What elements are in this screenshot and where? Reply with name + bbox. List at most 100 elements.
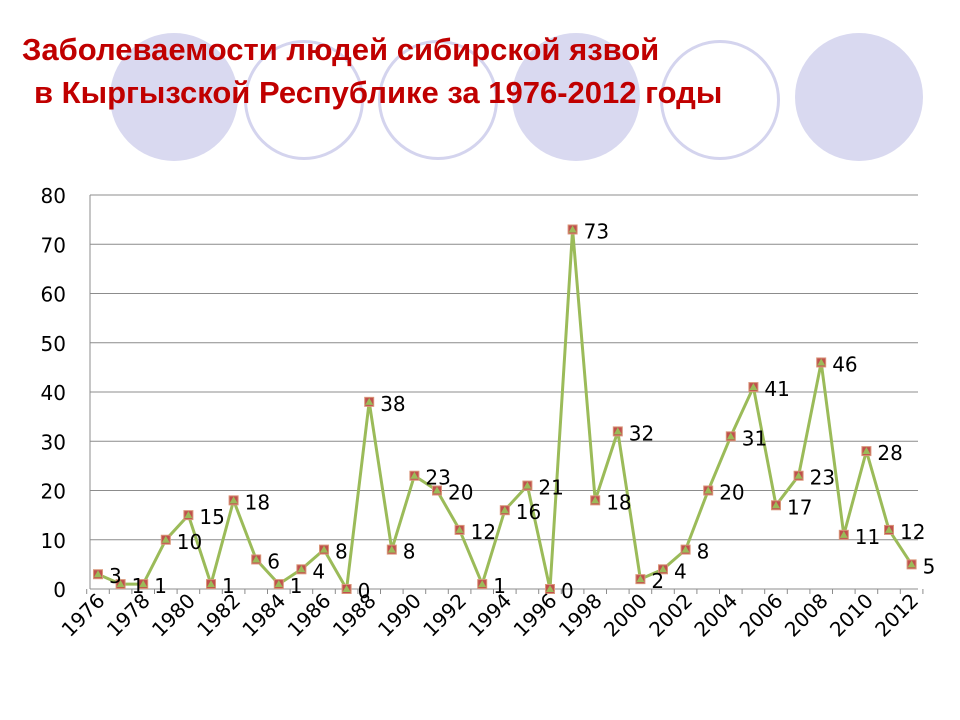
data-label-1996: 0	[561, 579, 574, 603]
data-label-1985: 4	[312, 559, 325, 583]
x-tick-label-1988: 1988	[328, 589, 381, 642]
title-line-1: Заболеваемости людей сибирской язвой	[22, 32, 660, 67]
data-label-2012: 5	[923, 554, 936, 578]
data-label-2004: 31	[742, 426, 767, 450]
data-label-2003: 20	[719, 481, 744, 505]
marker-triangle-1982	[229, 496, 238, 504]
marker-triangle-1981	[207, 580, 215, 588]
data-label-2008: 46	[832, 352, 857, 376]
marker-triangle-1991	[433, 486, 441, 494]
data-label-1980: 15	[199, 505, 224, 529]
y-tick-label-10: 10	[41, 529, 66, 553]
x-tick-label-1994: 1994	[463, 589, 516, 642]
x-tick-label-2006: 2006	[735, 589, 788, 642]
data-label-2000: 2	[651, 569, 664, 593]
data-label-1999: 32	[629, 421, 654, 445]
data-label-2001: 4	[674, 559, 687, 583]
data-label-2005: 41	[764, 377, 789, 401]
data-label-2009: 11	[855, 525, 880, 549]
grid-layer	[90, 194, 918, 541]
data-label-1991: 20	[448, 481, 473, 505]
y-tick-label-0: 0	[53, 578, 66, 602]
marker-triangle-1995	[523, 481, 532, 489]
marker-triangle-1992	[455, 525, 464, 533]
marker-triangle-1976	[94, 570, 102, 578]
marker-triangle-2004	[726, 432, 735, 440]
x-tick-label-2000: 2000	[599, 589, 652, 642]
x-tick-label-1982: 1982	[192, 589, 245, 642]
decor-circle-1	[110, 33, 238, 161]
marker-triangle-2011	[885, 525, 893, 533]
marker-triangle-2003	[704, 486, 713, 494]
y-tick-label-80: 80	[41, 184, 66, 208]
data-label-1997: 73	[584, 219, 609, 243]
data-label-1989: 8	[403, 540, 416, 564]
decor-circle-3	[378, 40, 498, 160]
data-label-1990: 23	[425, 466, 450, 490]
data-label-1984: 1	[290, 574, 303, 598]
marker-triangle-1977	[116, 580, 125, 588]
marker-triangle-1990	[410, 471, 419, 479]
marker-triangle-1997	[568, 225, 577, 233]
marker-triangle-2010	[862, 447, 871, 455]
marker-triangle-1979	[161, 535, 170, 543]
data-label-1994: 16	[516, 500, 541, 524]
data-label-1976: 3	[109, 564, 122, 588]
x-tick-label-2012: 2012	[870, 589, 923, 642]
title-line-2: в Кыргызской Республике за 1976-2012 год…	[34, 75, 723, 110]
y-tick-label-20: 20	[41, 480, 66, 504]
data-label-1998: 18	[606, 490, 631, 514]
marker-triangle-1989	[387, 545, 396, 553]
series-line-layer	[97, 228, 913, 591]
marker-triangle-2009	[839, 530, 848, 538]
decor-circle-4	[512, 33, 640, 161]
decor-circle-5	[660, 40, 780, 160]
y-tick-label-70: 70	[41, 233, 66, 257]
y-tick-label-50: 50	[41, 332, 66, 356]
marker-triangle-1998	[591, 496, 600, 504]
marker-triangle-2007	[794, 471, 803, 479]
y-tick-label-30: 30	[41, 430, 66, 454]
series-line	[97, 228, 913, 591]
marker-triangle-2002	[681, 545, 690, 553]
marker-layer	[93, 224, 917, 594]
y-tick-label-40: 40	[41, 381, 66, 405]
marker-triangle-1988	[365, 397, 374, 405]
x-tick-label-1984: 1984	[237, 589, 290, 642]
marker-triangle-1984	[274, 580, 283, 588]
x-tick-label-2008: 2008	[780, 589, 833, 642]
marker-triangle-1994	[500, 506, 509, 514]
x-tick-label-2004: 2004	[689, 589, 742, 642]
x-tick-label-1990: 1990	[373, 589, 426, 642]
marker-triangle-1987	[342, 585, 351, 592]
data-label-2006: 17	[787, 495, 812, 519]
decor-circle-2	[244, 40, 364, 160]
marker-triangle-1996	[546, 585, 554, 592]
marker-triangle-2001	[659, 565, 667, 573]
x-tick-label-2002: 2002	[644, 589, 697, 642]
axis-layer	[86, 195, 924, 594]
data-label-2007: 23	[810, 466, 835, 490]
marker-triangle-2000	[636, 575, 645, 583]
data-label-1986: 8	[335, 540, 348, 564]
x-tick-label-1992: 1992	[418, 589, 471, 642]
data-label-1993: 1	[493, 574, 506, 598]
x-tick-label-2010: 2010	[825, 589, 878, 642]
marker-triangle-2006	[772, 501, 780, 509]
page-title: Заболеваемости людей сибирской язвой в К…	[22, 28, 722, 114]
data-label-1981: 1	[222, 574, 235, 598]
data-label-1988: 38	[380, 392, 405, 416]
decor-circle-6	[795, 33, 923, 161]
marker-triangle-1993	[478, 580, 487, 588]
marker-triangle-1983	[252, 555, 261, 563]
x-tick-label-1978: 1978	[102, 589, 155, 642]
y-tick-label-60: 60	[41, 283, 66, 307]
marker-triangle-1980	[184, 511, 193, 519]
marker-triangle-1985	[297, 565, 306, 573]
data-label-1983: 6	[267, 549, 280, 573]
data-label-1977: 1	[132, 574, 145, 598]
data-label-1982: 18	[245, 490, 270, 514]
data-label-2002: 8	[697, 540, 710, 564]
